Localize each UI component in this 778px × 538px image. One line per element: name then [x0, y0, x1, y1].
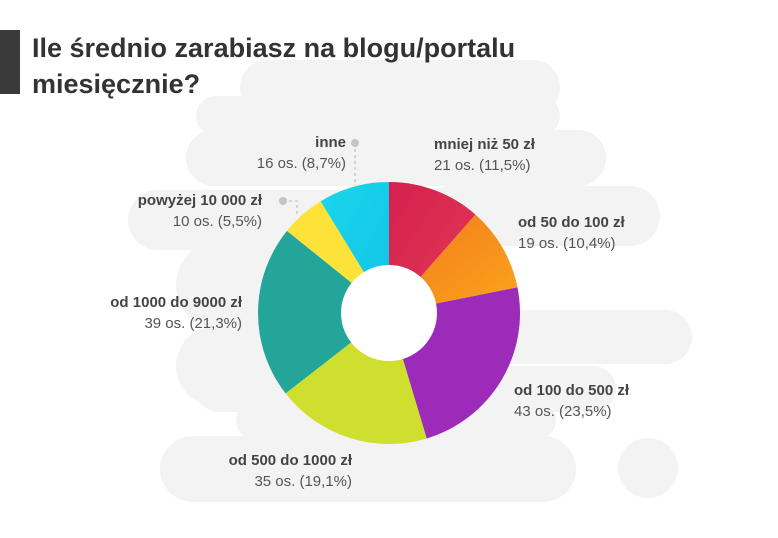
donut-slice-4 [258, 230, 389, 394]
slice-category: od 100 do 500 zł [514, 382, 630, 399]
slice-label-6: inne 16 os. (8,7%) [257, 132, 346, 174]
slice-label-3: od 500 do 1000 zł 35 os. (19,1%) [229, 450, 352, 492]
slice-value: 16 os. (8,7%) [256, 155, 346, 172]
slice-category: powyżej 10 000 zł [137, 192, 262, 209]
background-dot [618, 438, 678, 498]
leader-line-powyzej [283, 200, 298, 215]
slice-category: od 500 do 1000 zł [228, 452, 352, 469]
slice-value: 43 os. (23,5%) [514, 403, 612, 420]
background-pill [186, 130, 606, 186]
slice-label-1: od 50 do 100 zł 19 os. (10,4%) [518, 212, 625, 254]
background-pill [196, 96, 560, 136]
background-pill [160, 436, 576, 502]
slice-category: od 50 do 100 zł [518, 214, 625, 231]
chart-title: Ile średnio zarabiasz na blogu/portalu m… [32, 33, 516, 99]
slice-value: 21 os. (11,5%) [434, 157, 531, 174]
leader-dot-inne [351, 139, 359, 147]
slice-category: mniej niż 50 zł [434, 136, 535, 153]
slice-label-4: od 1000 do 9000 zł 39 os. (21,3%) [110, 292, 242, 334]
slice-value: 19 os. (10,4%) [518, 235, 616, 252]
slice-label-5: powyżej 10 000 zł 10 os. (5,5%) [138, 190, 262, 232]
slice-value: 10 os. (5,5%) [172, 213, 262, 230]
slice-value: 39 os. (21,3%) [144, 315, 242, 332]
title-accent-bar [0, 30, 20, 94]
slice-category: od 1000 do 9000 zł [110, 294, 242, 311]
donut-hole [341, 265, 437, 361]
slice-label-2: od 100 do 500 zł 43 os. (23,5%) [514, 380, 629, 422]
leader-dot-powyzej [279, 197, 287, 205]
slice-category: inne [315, 134, 346, 151]
slice-value: 35 os. (19,1%) [254, 473, 352, 490]
slice-label-0: mniej niż 50 zł 21 os. (11,5%) [434, 134, 535, 176]
